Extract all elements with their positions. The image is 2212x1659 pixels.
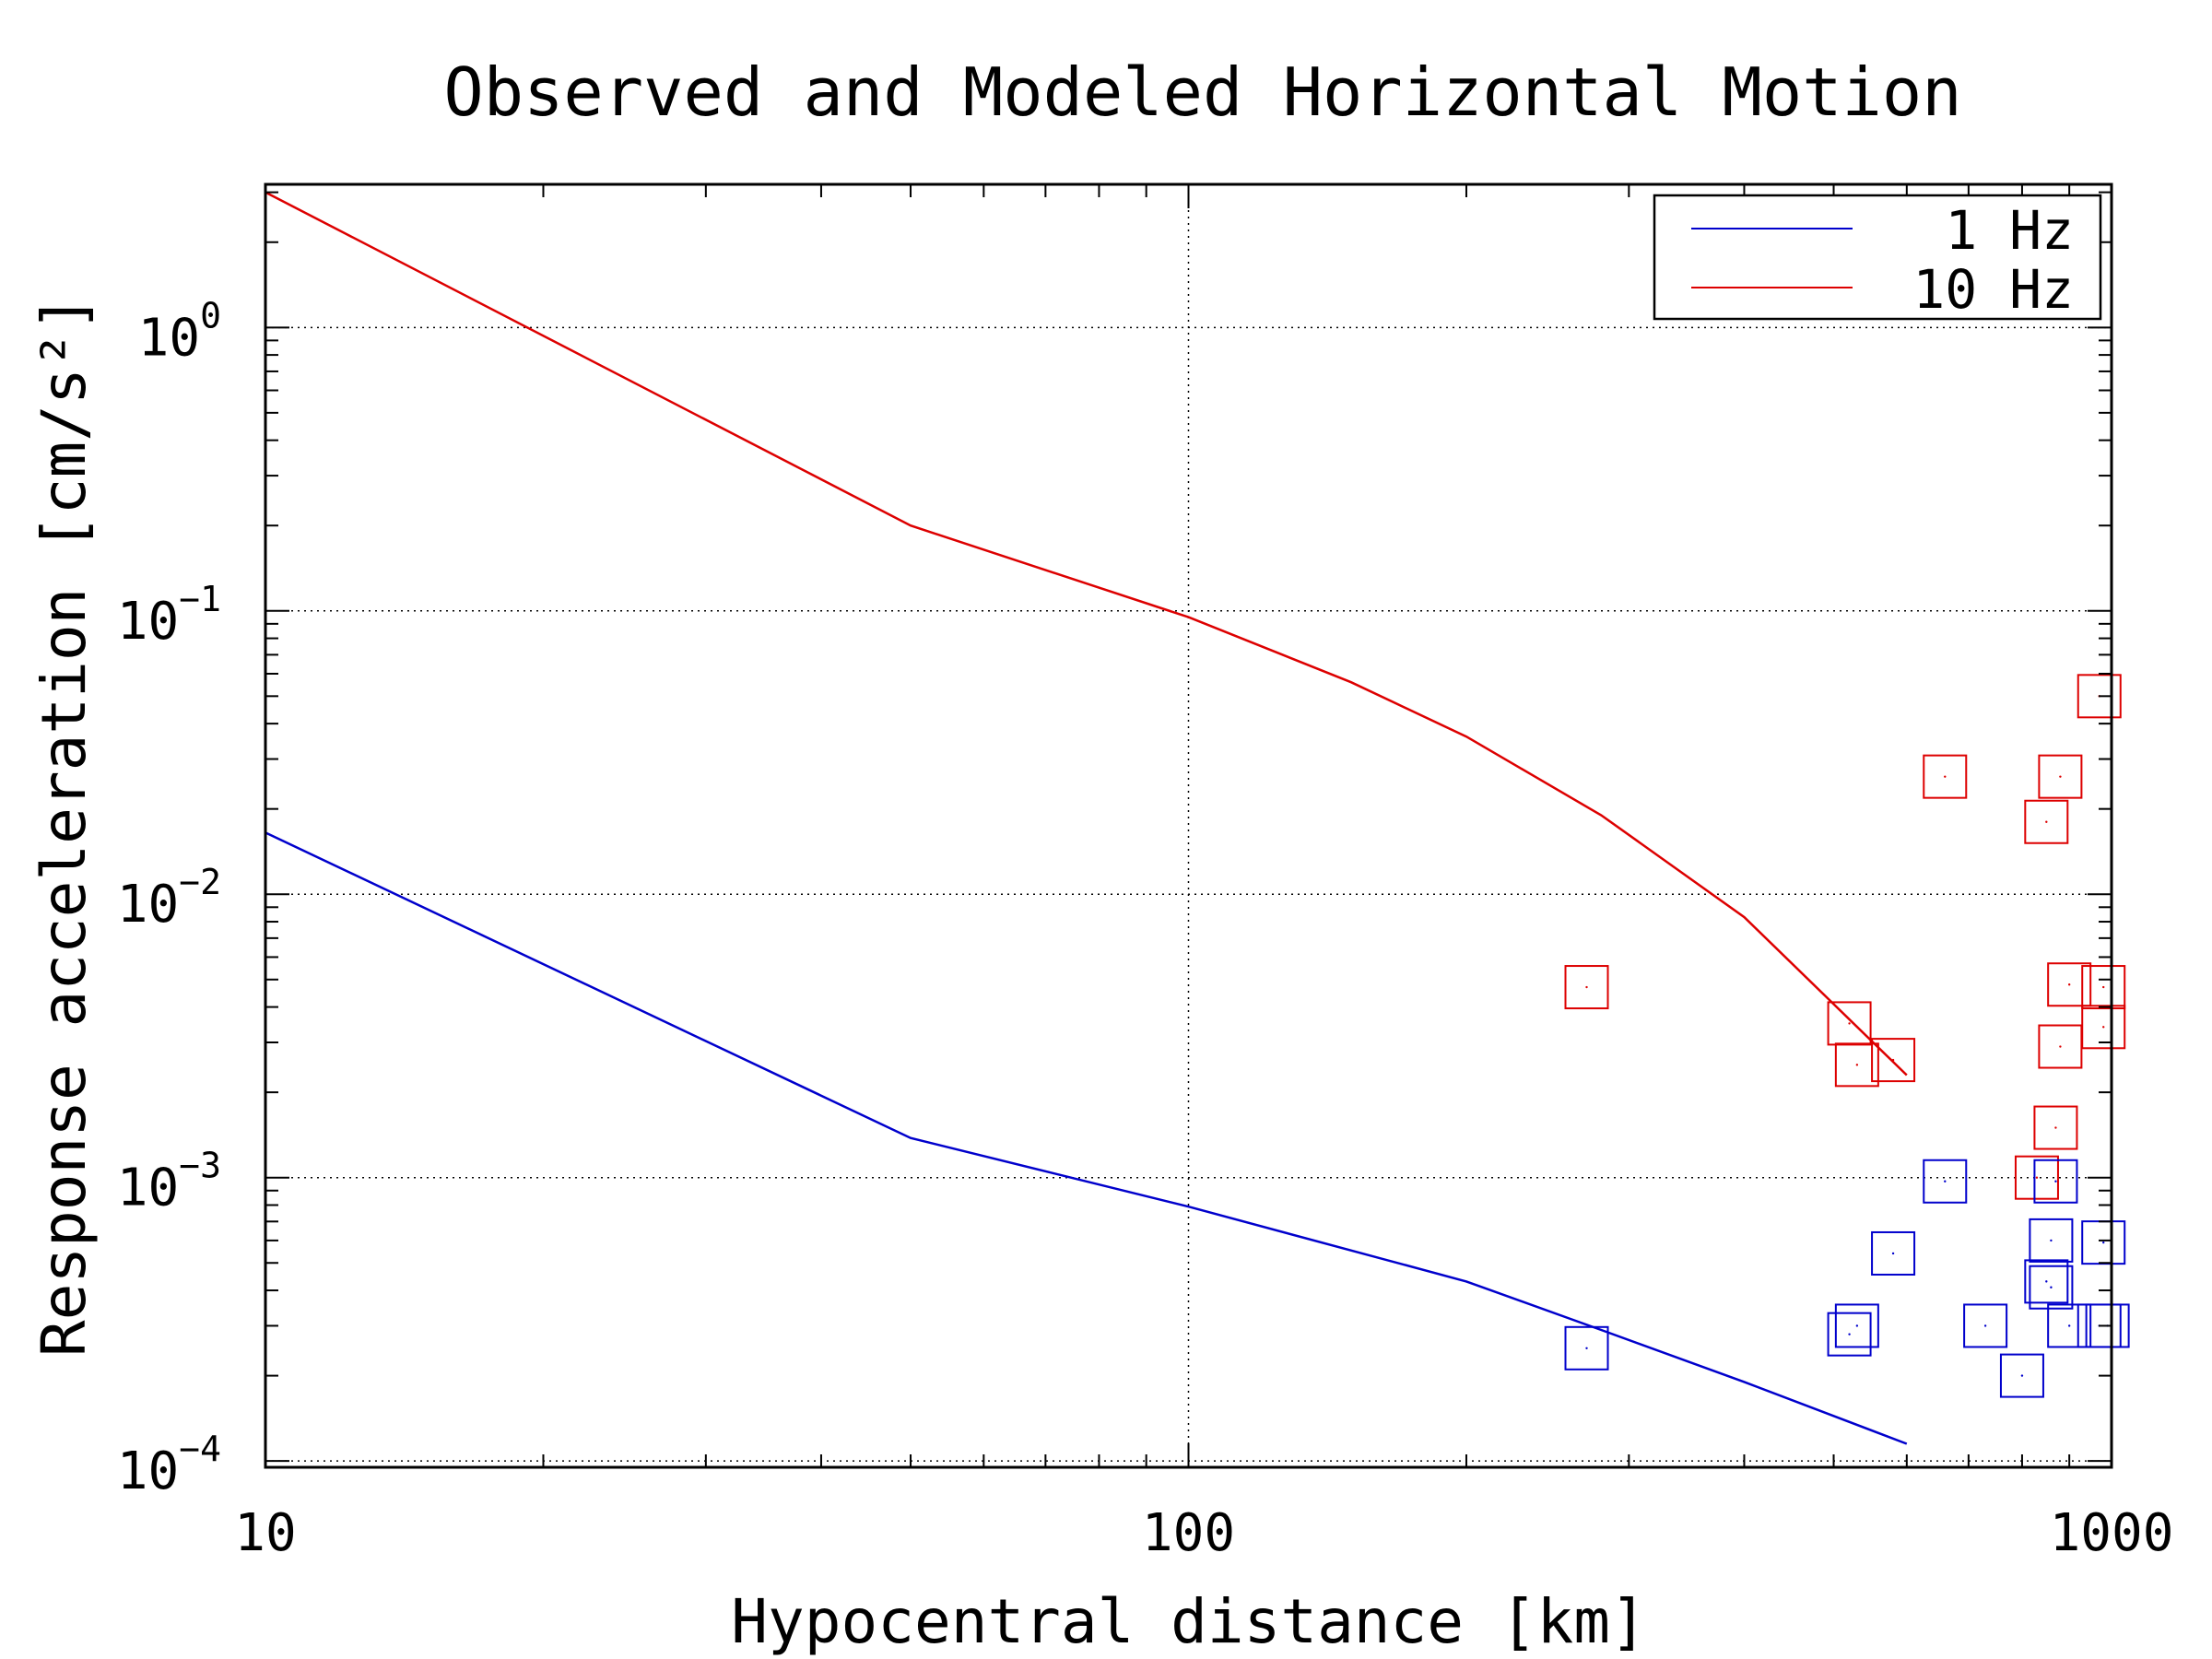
- data-marker-center: [1983, 1324, 1987, 1327]
- data-marker-center: [1855, 1064, 1859, 1066]
- x-axis-label: Hypocentral distance [km]: [731, 1586, 1646, 1657]
- series-layer: [265, 191, 1908, 1445]
- data-marker: [2081, 1005, 2126, 1050]
- data-marker-center: [1891, 1252, 1895, 1255]
- data-marker-center: [2054, 1180, 2057, 1182]
- data-marker: [2029, 1265, 2074, 1310]
- data-marker: [2077, 674, 2122, 719]
- legend: 1 Hz 10 Hz: [1653, 194, 2102, 321]
- data-marker: [1834, 1303, 1879, 1348]
- data-marker: [2038, 754, 2083, 799]
- legend-box: [1653, 194, 2102, 321]
- data-marker: [1564, 965, 1609, 1010]
- legend-label-10hz: 10 Hz: [1912, 258, 2074, 321]
- marker-layer: [1564, 674, 2130, 1398]
- data-marker-center: [2059, 775, 2062, 778]
- data-marker: [1564, 1325, 1609, 1371]
- data-marker: [1963, 1303, 2008, 1348]
- x-tick-label: 100: [1142, 1503, 1235, 1563]
- tick-layer: [265, 184, 2112, 1467]
- data-marker: [1834, 1042, 1879, 1088]
- data-marker-center: [1585, 985, 1588, 989]
- data-marker: [1827, 1312, 1872, 1357]
- data-marker-center: [2054, 1126, 2057, 1129]
- data-marker-center: [1585, 1347, 1588, 1350]
- data-marker-center: [1848, 1022, 1851, 1025]
- chart-title: Observed and Modeled Horizontal Motion: [443, 53, 1961, 131]
- data-marker-center: [2050, 1239, 2053, 1242]
- data-marker-center: [2045, 820, 2048, 823]
- data-marker-center: [1944, 1180, 1947, 1182]
- legend-label-1hz: 1 Hz: [1945, 199, 2074, 262]
- data-marker: [1923, 754, 1968, 799]
- data-marker-center: [2067, 983, 2071, 986]
- x-tick-label: 10: [234, 1503, 296, 1563]
- y-tick-label: 10−2: [117, 862, 221, 935]
- y-tick-label: 10−4: [117, 1429, 221, 1501]
- data-marker: [2014, 1155, 2059, 1200]
- data-marker: [2033, 1159, 2078, 1204]
- data-marker: [1871, 1038, 1916, 1083]
- data-marker-center: [2102, 1241, 2105, 1244]
- y-axis-label: Response acceleration [cm/s²]: [29, 295, 100, 1357]
- data-marker: [2047, 1303, 2092, 1348]
- data-marker: [2047, 962, 2092, 1007]
- data-marker-center: [2059, 1045, 2062, 1048]
- data-marker-center: [2102, 985, 2105, 989]
- data-marker-center: [1944, 775, 1947, 778]
- data-marker-center: [2020, 1374, 2024, 1377]
- data-marker: [1871, 1230, 1916, 1276]
- data-marker-center: [1891, 1058, 1895, 1062]
- tick-label-layer: 10 100 1000 100 10−1 10−2 10−3 10−4: [117, 295, 2174, 1563]
- y-tick-label: 10−3: [117, 1146, 221, 1218]
- data-marker: [2081, 965, 2126, 1010]
- y-tick-label: 10−1: [117, 579, 221, 652]
- series-line-1: [265, 191, 1908, 1077]
- data-marker: [2085, 1303, 2130, 1348]
- data-marker-center: [1848, 1333, 1851, 1335]
- data-marker: [2033, 1105, 2078, 1150]
- data-marker: [2024, 1259, 2069, 1304]
- data-marker-center: [2050, 1286, 2053, 1288]
- data-marker: [1923, 1159, 1968, 1204]
- data-marker: [1827, 1001, 1872, 1046]
- data-marker-center: [1855, 1324, 1859, 1327]
- x-tick-label: 1000: [2050, 1503, 2174, 1563]
- data-marker-center: [2067, 1324, 2071, 1327]
- data-marker: [1999, 1353, 2044, 1398]
- data-marker-center: [2045, 1280, 2048, 1283]
- data-marker: [2024, 799, 2069, 844]
- data-marker: [2029, 1218, 2074, 1263]
- y-tick-label: 100: [138, 295, 221, 368]
- grid: [265, 184, 2112, 1467]
- data-marker-center: [2102, 1026, 2105, 1029]
- data-marker-center: [2035, 1176, 2039, 1179]
- series-line-0: [265, 831, 1908, 1445]
